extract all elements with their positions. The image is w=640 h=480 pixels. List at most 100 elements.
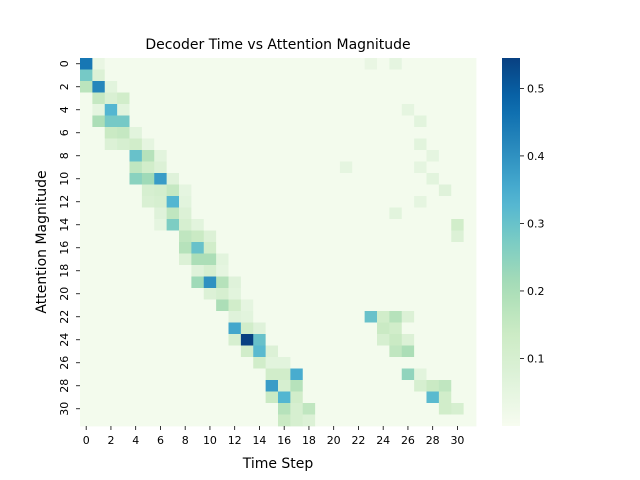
heatmap-cell bbox=[352, 403, 366, 415]
heatmap-cell bbox=[463, 207, 477, 220]
heatmap-cell bbox=[315, 104, 328, 116]
heatmap-cell bbox=[426, 81, 440, 93]
heatmap-cell bbox=[141, 334, 155, 346]
colorbar-tick-label: 0.3 bbox=[527, 217, 545, 230]
heatmap-cell bbox=[228, 104, 242, 116]
heatmap-cell bbox=[302, 380, 316, 392]
heatmap-cell bbox=[463, 288, 477, 300]
heatmap-cell bbox=[129, 299, 143, 312]
heatmap-cell bbox=[315, 219, 328, 231]
heatmap-cell bbox=[216, 380, 229, 392]
heatmap-cell bbox=[327, 81, 341, 93]
heatmap-cell bbox=[216, 368, 229, 381]
heatmap-cell bbox=[352, 311, 366, 323]
heatmap-cell bbox=[240, 334, 254, 346]
heatmap-cell bbox=[463, 357, 477, 369]
heatmap-cell bbox=[228, 173, 242, 185]
heatmap-cell bbox=[352, 276, 366, 289]
y-tick-label: 24 bbox=[58, 333, 71, 347]
heatmap-cell bbox=[302, 345, 316, 358]
heatmap-cell bbox=[401, 414, 415, 427]
heatmap-cell bbox=[191, 58, 205, 70]
heatmap-cell bbox=[240, 184, 254, 197]
heatmap-cell bbox=[203, 368, 217, 381]
heatmap-cell bbox=[290, 242, 304, 254]
heatmap-cell bbox=[438, 242, 452, 254]
heatmap-cell bbox=[117, 219, 130, 231]
heatmap-cell bbox=[426, 357, 440, 369]
heatmap-cell bbox=[253, 184, 267, 197]
heatmap-cell bbox=[141, 138, 155, 151]
heatmap-cell bbox=[166, 115, 180, 128]
heatmap-cell bbox=[438, 127, 452, 139]
heatmap-cell bbox=[253, 161, 267, 174]
heatmap-cell bbox=[141, 265, 155, 277]
heatmap-cell bbox=[327, 58, 341, 70]
heatmap-cell bbox=[364, 299, 378, 312]
heatmap-cell bbox=[389, 276, 403, 289]
heatmap-cell bbox=[154, 299, 168, 312]
heatmap-cell bbox=[327, 311, 341, 323]
heatmap-cell bbox=[463, 322, 477, 335]
heatmap-cell bbox=[203, 414, 217, 427]
heatmap-cell bbox=[154, 311, 168, 323]
heatmap-cell bbox=[438, 230, 452, 243]
heatmap-cell bbox=[154, 403, 168, 415]
heatmap-cell bbox=[166, 242, 180, 254]
heatmap-cell bbox=[253, 207, 267, 220]
y-tick-label: 0 bbox=[58, 60, 71, 67]
heatmap-cell bbox=[154, 345, 168, 358]
heatmap-cell bbox=[104, 207, 118, 220]
heatmap-cell bbox=[104, 403, 118, 415]
heatmap-cell bbox=[401, 311, 415, 323]
heatmap-cell bbox=[377, 345, 390, 358]
heatmap-cell bbox=[401, 345, 415, 358]
heatmap-cell bbox=[203, 322, 217, 335]
heatmap-cell bbox=[290, 104, 304, 116]
heatmap-cell bbox=[240, 173, 254, 185]
heatmap-cell bbox=[352, 265, 366, 277]
heatmap-cell bbox=[377, 242, 390, 254]
heatmap-cell bbox=[154, 150, 168, 162]
heatmap-cell bbox=[339, 184, 353, 197]
heatmap-cell bbox=[438, 161, 452, 174]
heatmap-cell bbox=[80, 311, 93, 323]
heatmap-cell bbox=[451, 104, 465, 116]
heatmap-cell bbox=[327, 161, 341, 174]
heatmap-cell bbox=[166, 345, 180, 358]
heatmap-cell bbox=[179, 391, 192, 404]
heatmap-cell bbox=[179, 161, 192, 174]
heatmap-cell bbox=[278, 288, 291, 300]
heatmap-cell bbox=[141, 69, 155, 82]
heatmap-cell bbox=[104, 414, 118, 427]
heatmap-cell bbox=[315, 115, 328, 128]
heatmap-cell bbox=[414, 391, 427, 404]
heatmap-cell bbox=[364, 150, 378, 162]
heatmap-cell bbox=[117, 58, 130, 70]
heatmap-cell bbox=[141, 288, 155, 300]
heatmap-cell bbox=[290, 161, 304, 174]
heatmap-cell bbox=[129, 127, 143, 139]
heatmap-cell bbox=[315, 161, 328, 174]
heatmap-cell bbox=[216, 161, 229, 174]
heatmap-cell bbox=[302, 242, 316, 254]
heatmap-cell bbox=[463, 253, 477, 266]
heatmap-cell bbox=[339, 299, 353, 312]
heatmap-cell bbox=[228, 380, 242, 392]
heatmap-cell bbox=[414, 219, 427, 231]
heatmap-cell bbox=[141, 253, 155, 266]
heatmap-cell bbox=[451, 115, 465, 128]
heatmap-cell bbox=[179, 311, 192, 323]
heatmap-cell bbox=[327, 414, 341, 427]
heatmap-cell bbox=[179, 334, 192, 346]
heatmap-cell bbox=[117, 403, 130, 415]
heatmap-cell bbox=[179, 414, 192, 427]
heatmap-cell bbox=[141, 230, 155, 243]
heatmap-cell bbox=[377, 334, 390, 346]
heatmap-cell bbox=[463, 403, 477, 415]
heatmap-cell bbox=[389, 391, 403, 404]
heatmap-cell bbox=[104, 81, 118, 93]
heatmap-cell bbox=[117, 299, 130, 312]
heatmap-cell bbox=[80, 173, 93, 185]
heatmap-cell bbox=[166, 403, 180, 415]
